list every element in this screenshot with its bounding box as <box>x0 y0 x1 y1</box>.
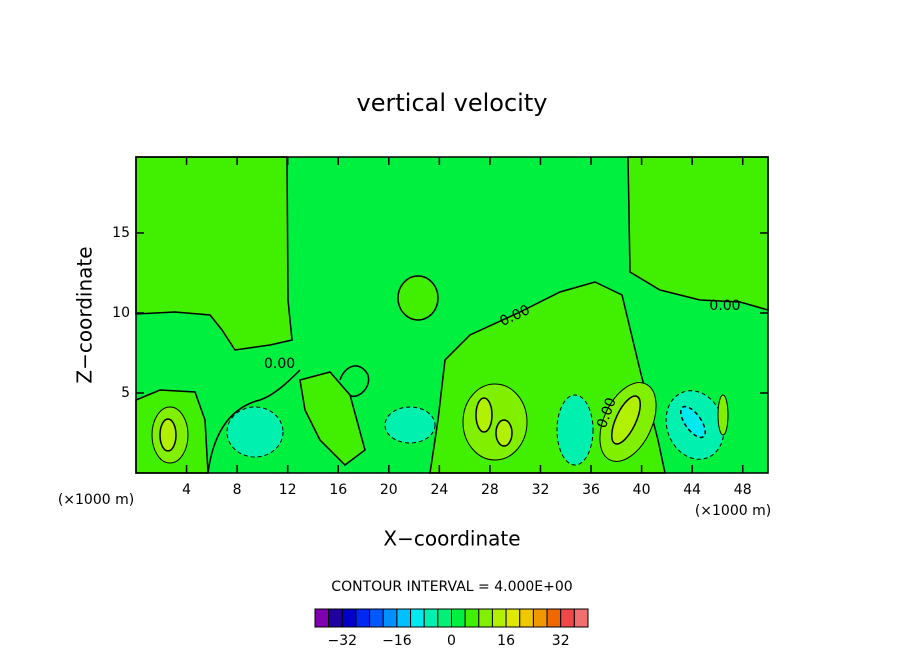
x-tick-label: 28 <box>481 482 499 498</box>
colorbar-box <box>532 608 548 628</box>
contour-label: 0.00 <box>264 356 295 372</box>
x-tick-label: 36 <box>582 482 600 498</box>
contour-label: 0.00 <box>709 298 740 314</box>
contour-region <box>611 395 641 445</box>
colorbar-box <box>328 608 343 628</box>
contour-region <box>226 406 284 458</box>
colorbar-box <box>437 608 453 628</box>
x-axis-label: X−coordinate <box>383 527 520 551</box>
contour-region <box>680 405 706 439</box>
contour-line <box>339 365 370 397</box>
colorbar-box <box>491 608 507 628</box>
colorbar-box <box>451 608 466 628</box>
contour-region <box>159 418 177 452</box>
contour-region <box>384 406 436 444</box>
y-axis-label: Z−coordinate <box>73 246 97 383</box>
y-tick-label: 10 <box>112 305 130 321</box>
x-tick-label: 4 <box>182 482 191 498</box>
contour-region <box>475 397 493 433</box>
contour-region <box>495 419 513 447</box>
x-tick-label: 32 <box>532 482 550 498</box>
contour-region <box>462 383 528 461</box>
colorbar-box <box>573 608 589 628</box>
colorbar-tick-label: −32 <box>328 633 358 649</box>
x-tick-label: 20 <box>380 482 398 498</box>
x-tick-label: 24 <box>430 482 448 498</box>
colorbar-box <box>546 608 562 628</box>
x-tick-label: 16 <box>329 482 347 498</box>
contour-line <box>207 369 301 474</box>
x-tick-label: 12 <box>279 482 297 498</box>
x-tick-label: 48 <box>734 482 752 498</box>
colorbar-box <box>369 608 384 628</box>
x-tick-label: 44 <box>683 482 701 498</box>
x-tick-label: 8 <box>233 482 242 498</box>
colorbar-box <box>560 608 575 628</box>
colorbar-box <box>314 608 330 628</box>
colorbar-box <box>519 608 534 628</box>
colorbar-tick-label: 32 <box>552 633 570 649</box>
x-unit-label: (×1000 m) <box>695 503 771 519</box>
colorbar-box <box>478 608 493 628</box>
contour-region <box>299 371 366 466</box>
colorbar-box <box>341 608 357 628</box>
contour-region <box>397 275 439 321</box>
plot-frame <box>135 156 769 474</box>
x-tick-label: 40 <box>633 482 651 498</box>
colorbar-box <box>505 608 521 628</box>
y-tick-label: 15 <box>112 225 130 241</box>
chart-title: vertical velocity <box>357 89 548 117</box>
colorbar-box <box>464 608 480 628</box>
colorbar-box <box>423 608 439 628</box>
contour-region <box>556 394 594 466</box>
colorbar-tick-label: 0 <box>447 633 456 649</box>
colorbar-tick-label: 16 <box>497 633 515 649</box>
colorbar-box <box>410 608 425 628</box>
colorbar-box <box>355 608 371 628</box>
contour-region <box>717 394 729 436</box>
colorbar-box <box>382 608 398 628</box>
y-tick-label: 5 <box>121 385 130 401</box>
colorbar-tick-label: −16 <box>382 633 412 649</box>
contour-region <box>135 156 293 351</box>
x-unit-label: (×1000 m) <box>58 492 134 508</box>
colorbar-title: CONTOUR INTERVAL = 4.000E+00 <box>331 579 572 595</box>
colorbar-box <box>396 608 412 628</box>
contour-field <box>135 156 769 474</box>
